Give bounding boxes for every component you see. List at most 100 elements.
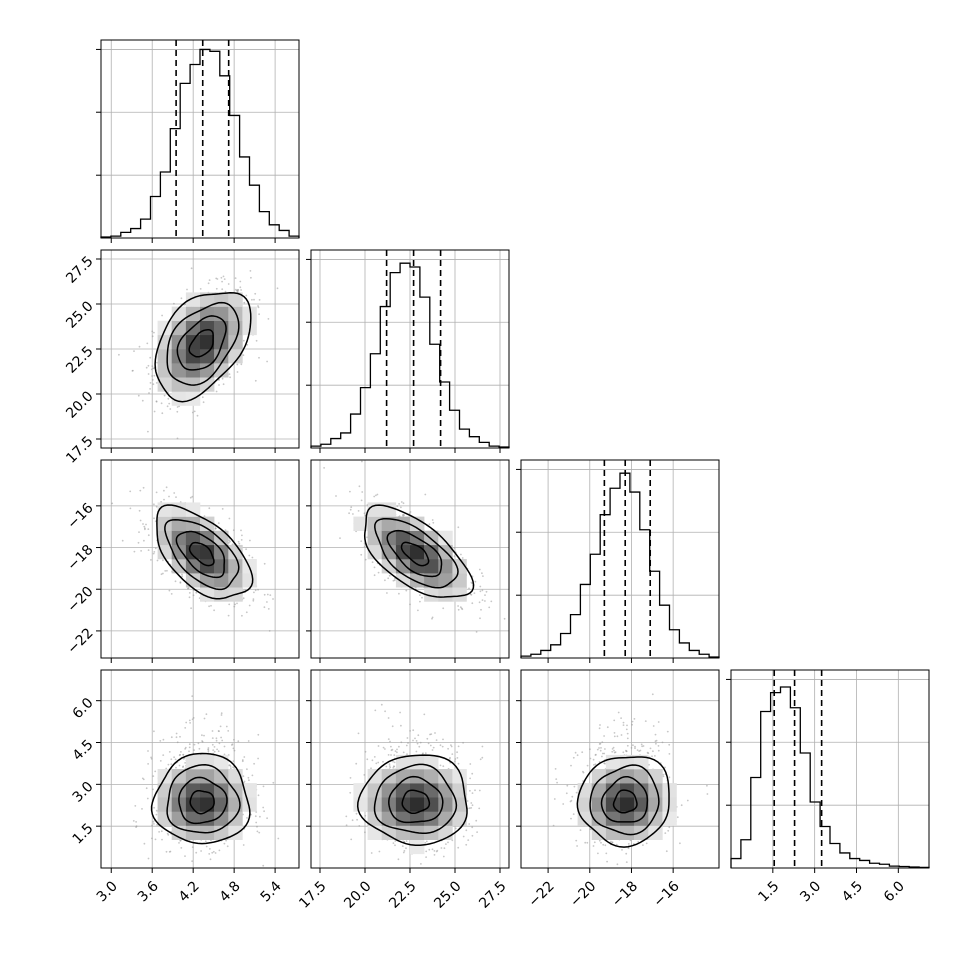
- scatter-point: [210, 604, 212, 607]
- scatter-point: [409, 603, 411, 606]
- scatter-point: [366, 758, 369, 761]
- scatter-point: [234, 277, 237, 279]
- scatter-point: [228, 539, 231, 542]
- scatter-point: [468, 807, 471, 810]
- density-cell: [171, 502, 187, 517]
- scatter-point: [153, 730, 155, 733]
- density-cell: [395, 530, 411, 546]
- scatter-point: [471, 834, 474, 837]
- scatter-point: [388, 763, 391, 766]
- scatter-point: [479, 590, 482, 593]
- scatter-point: [390, 754, 392, 756]
- scatter-point: [159, 760, 162, 762]
- scatter-point: [151, 335, 154, 338]
- scatter-point: [193, 743, 196, 746]
- scatter-point: [165, 850, 168, 853]
- scatter-point: [236, 363, 239, 366]
- scatter-point: [416, 742, 419, 745]
- density-cell: [185, 825, 201, 840]
- scatter-point: [201, 396, 204, 399]
- scatter-point: [405, 847, 407, 850]
- scatter-point: [192, 717, 195, 719]
- density-cell: [381, 502, 397, 517]
- scatter-point: [212, 749, 215, 751]
- scatter-point: [262, 785, 265, 788]
- scatter-point: [357, 732, 360, 735]
- scatter-panel-3-0: [96, 669, 300, 873]
- scatter-point: [189, 496, 192, 499]
- scatter-point: [465, 829, 468, 832]
- scatter-point: [392, 760, 394, 763]
- scatter-point: [178, 764, 181, 767]
- contour-level-3: [154, 292, 252, 403]
- scatter-point: [202, 401, 205, 404]
- scatter-point: [186, 288, 188, 291]
- scatter-point: [134, 805, 137, 807]
- density-cell: [424, 559, 439, 574]
- scatter-point: [431, 848, 434, 851]
- scatter-point: [398, 503, 400, 505]
- scatter-point: [160, 830, 163, 833]
- scatter-point: [488, 606, 491, 609]
- scatter-point: [173, 492, 176, 494]
- scatter-point: [163, 498, 165, 501]
- scatter-point: [142, 486, 145, 489]
- scatter-point: [205, 845, 208, 848]
- panel-content: [101, 460, 299, 658]
- scatter-point: [213, 750, 216, 753]
- scatter-point: [227, 730, 230, 732]
- scatter-point: [145, 787, 148, 790]
- scatter-point: [435, 850, 438, 853]
- scatter-point: [133, 350, 135, 352]
- scatter-point: [251, 556, 254, 559]
- density-cell: [185, 530, 201, 546]
- scatter-point: [267, 608, 270, 610]
- scatter-point: [481, 589, 484, 592]
- scatter-point: [203, 734, 205, 737]
- scatter-point: [412, 729, 415, 732]
- scatter-point: [250, 276, 252, 279]
- scatter-point: [391, 748, 394, 751]
- scatter-point: [462, 741, 464, 744]
- scatter-point: [184, 746, 187, 749]
- scatter-point: [217, 730, 220, 732]
- scatter-point: [358, 485, 361, 488]
- scatter-point: [470, 802, 473, 804]
- scatter-point: [232, 760, 235, 763]
- scatter-point: [223, 278, 226, 280]
- density-cell: [185, 769, 201, 784]
- density-cell: [452, 587, 467, 602]
- scatter-point: [276, 287, 279, 290]
- scatter-point: [392, 765, 395, 768]
- histogram-line-3: [730, 686, 930, 869]
- scatter-point: [118, 353, 120, 356]
- scatter-point: [387, 754, 390, 756]
- scatter-point: [231, 543, 234, 546]
- scatter-point: [225, 725, 228, 728]
- scatter-point: [433, 854, 436, 856]
- density-cell: [157, 544, 172, 560]
- scatter-point: [382, 760, 384, 763]
- scatter-point: [137, 394, 140, 397]
- density-cell: [185, 573, 201, 588]
- scatter-point: [160, 573, 163, 576]
- scatter-point: [189, 722, 192, 724]
- scatter-point: [245, 548, 248, 551]
- scatter-point: [259, 815, 261, 818]
- scatter-point: [203, 717, 206, 720]
- scatter-point: [162, 559, 164, 562]
- scatter-point: [255, 821, 258, 824]
- contour-level-2: [374, 517, 459, 589]
- density-cell: [410, 839, 425, 855]
- scatter-point: [345, 824, 348, 827]
- scatter-point: [257, 757, 259, 760]
- scatter-point: [401, 845, 404, 847]
- scatter-point: [207, 749, 210, 751]
- scatter-point: [636, 749, 639, 751]
- scatter-point: [163, 489, 165, 492]
- scatter-point: [216, 748, 219, 751]
- scatter-point: [213, 746, 216, 748]
- scatter-point: [469, 789, 471, 792]
- density-cell: [171, 306, 187, 321]
- scatter-point: [248, 554, 251, 557]
